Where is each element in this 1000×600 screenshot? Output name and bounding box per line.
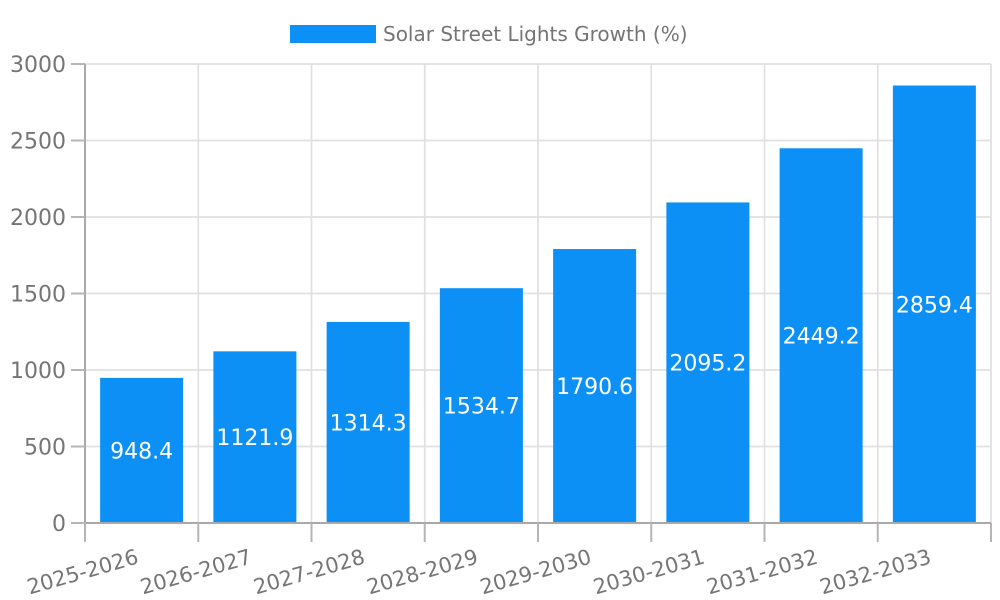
x-tick-label: 2028-2029 [364,545,481,600]
y-tick-label: 500 [24,436,66,461]
y-tick-label: 0 [52,512,66,537]
y-tick-label: 1000 [10,359,66,384]
legend-label: Solar Street Lights Growth (%) [383,22,688,46]
x-tick-label: 2026-2027 [138,545,255,600]
bar-value-label: 948.4 [110,439,173,464]
bar [666,202,750,524]
bar [213,351,297,523]
x-tick-label: 2027-2028 [251,545,368,600]
bar [892,85,976,523]
bar-value-label: 2449.2 [783,325,860,350]
bar [439,288,523,523]
bar-value-label: 2095.2 [669,352,746,377]
bar [100,377,184,523]
legend-swatch [290,25,376,43]
bar-value-label: 1121.9 [216,426,293,451]
x-tick-label: 2025-2026 [24,545,141,600]
y-tick-label: 3000 [10,53,66,78]
bar [553,249,637,523]
bar-value-label: 2859.4 [896,293,973,318]
bar-value-label: 1790.6 [556,375,633,400]
y-tick-label: 2500 [10,130,66,155]
bar [779,148,863,523]
x-tick-label: 2030-2031 [591,545,708,600]
x-tick-label: 2031-2032 [704,545,821,600]
bar-value-label: 1534.7 [443,395,520,420]
y-tick-label: 2000 [10,206,66,231]
bar [326,321,410,523]
bar-value-label: 1314.3 [330,411,407,436]
x-tick-label: 2032-2033 [817,545,934,600]
y-tick-label: 1500 [10,283,66,308]
x-tick-label: 2029-2030 [477,545,594,600]
